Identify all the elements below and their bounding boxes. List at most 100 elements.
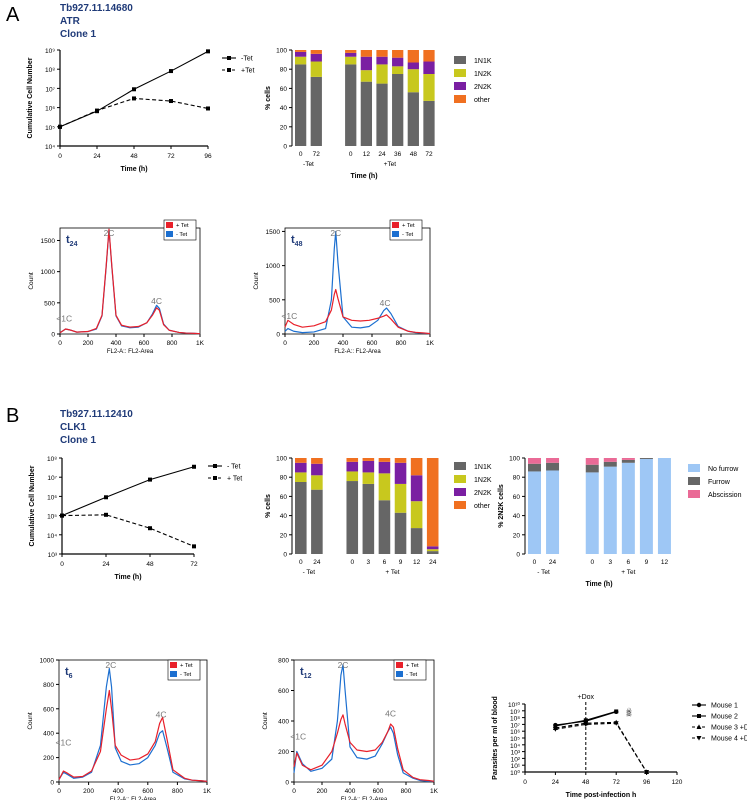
y-tick-label: 10⁸ (510, 716, 520, 723)
gene-id-b: Tb927.11.12410 (60, 409, 133, 420)
y-tick-label: 10² (511, 756, 521, 763)
data-point (614, 709, 619, 714)
bar-segment-1n1k (345, 64, 357, 146)
bar-segment-1n2k (345, 56, 357, 65)
legend-label: 2N2K (474, 84, 492, 91)
y-tick-label: 1000 (41, 269, 56, 276)
legend-label: + Tet (176, 223, 189, 229)
bar-segment-1n1k (378, 500, 391, 554)
x-tick-label: 72 (425, 151, 433, 158)
x-tick-label: 0 (58, 153, 62, 160)
plot-frame (58, 659, 208, 783)
group-label: + Tet (621, 569, 635, 576)
group-label: +Tet (384, 161, 397, 168)
y-axis-label: Cumulative Cell Number (27, 57, 34, 138)
legend-label: 1N2K (474, 477, 492, 484)
bar-segment-1n1k (376, 83, 388, 146)
series-+-tet (60, 512, 196, 549)
bar-segment-abscission (621, 458, 635, 460)
data-point (192, 464, 196, 469)
bar-segment-1n2k (392, 66, 404, 74)
legend-label: -Tet (241, 56, 253, 63)
bar-segment-1n1k (426, 551, 439, 554)
legend-swatch (170, 662, 177, 668)
legend-swatch (170, 671, 177, 677)
legend-label: - Tet (227, 464, 241, 471)
y-tick-label: 10⁷ (45, 86, 55, 93)
bar-segment-other (423, 50, 435, 62)
x-tick-label: 24 (93, 153, 101, 160)
bar-segment-furrow (528, 463, 541, 472)
x-tick-label: 48 (410, 151, 418, 158)
legend-label: + Tet (402, 223, 415, 229)
legend-swatch (396, 662, 403, 668)
x-tick-label: 600 (142, 788, 153, 795)
x-tick-label: 400 (338, 340, 349, 347)
legend-label: + Tet (227, 476, 242, 483)
bar-segment-furrow (585, 464, 599, 473)
death-marker: ☠ (626, 710, 632, 718)
y-tick-label: 100 (276, 456, 287, 463)
B_furrow-chart: 0 20 40 60 80 100 % 2N2K cells 0 24 0 3 6 9 12 - Tet + … (498, 456, 742, 589)
bar-segment-1n2k (362, 472, 375, 484)
y-tick-label: 80 (513, 475, 521, 482)
histogram-minustet (58, 667, 208, 782)
bar-segment-other (426, 458, 439, 547)
x-tick-label: 0 (57, 788, 61, 795)
bar-segment-furrow (546, 462, 560, 471)
y-tick-label: 10⁷ (510, 722, 520, 729)
legend-marker (696, 702, 702, 708)
y-axis-label: Count (253, 272, 260, 290)
bar-segment-1n2k (394, 483, 407, 513)
y-tick-label: 80 (280, 67, 288, 74)
y-tick-label: 10⁴ (47, 533, 57, 540)
bar-segment-1n2k (426, 549, 439, 552)
legend-swatch (454, 82, 466, 90)
y-axis-label: % cells (265, 494, 272, 518)
bar-segment-no-furrow (639, 458, 653, 554)
x-tick-label: 0 (292, 788, 296, 795)
legend-label: Mouse 1 (711, 703, 738, 710)
y-axis-label: Count (262, 712, 269, 730)
histogram-minustet (59, 229, 201, 335)
y-tick-label: 200 (43, 755, 54, 762)
bar-segment-2n2k (346, 461, 359, 472)
x-tick-label: 24 (429, 559, 437, 566)
y-tick-label: 10⁵ (47, 514, 57, 521)
bar-segment-no-furrow (585, 472, 599, 554)
x-tick-label: 0 (60, 561, 64, 568)
legend-marker (696, 724, 702, 729)
legend-label: - Tet (406, 672, 418, 678)
legend-label: 1N1K (474, 464, 492, 471)
series---tet (60, 464, 196, 518)
peak-label: 4C (156, 709, 167, 719)
x-tick-label: 400 (111, 340, 122, 347)
clone-label-a: Clone 1 (60, 29, 97, 40)
y-axis-label: Count (28, 272, 35, 290)
y-tick-label: 10⁶ (45, 106, 55, 113)
x-tick-label: 0 (299, 151, 303, 158)
protein-name-b: CLK1 (60, 422, 87, 433)
series-line (61, 514, 195, 547)
peak-label: 2C (330, 228, 341, 238)
data-point (169, 69, 173, 74)
legend-label: other (474, 503, 491, 510)
bar-segment-abscission (585, 458, 599, 465)
legend-swatch (688, 464, 700, 472)
y-tick-label: 80 (280, 475, 288, 482)
peak-label: 4C (380, 298, 391, 308)
B_growth-chart: 10³ 10⁴ 10⁵ 10⁶ 10⁷ 10⁸ 0 24 48 72 Time (h) Cumulat… (29, 456, 242, 581)
y-tick-label: 60 (513, 494, 521, 501)
x-axis-label: Time (h) (585, 581, 612, 588)
bar-segment-other (345, 50, 357, 53)
y-tick-label: 10⁵ (510, 736, 520, 743)
timepoint-label: t12 (300, 666, 312, 680)
y-tick-label: 20 (513, 532, 521, 539)
x-tick-label: 120 (672, 779, 683, 786)
data-point (148, 477, 152, 482)
timepoint-label: t6 (65, 666, 73, 680)
y-tick-label: 200 (278, 749, 289, 756)
